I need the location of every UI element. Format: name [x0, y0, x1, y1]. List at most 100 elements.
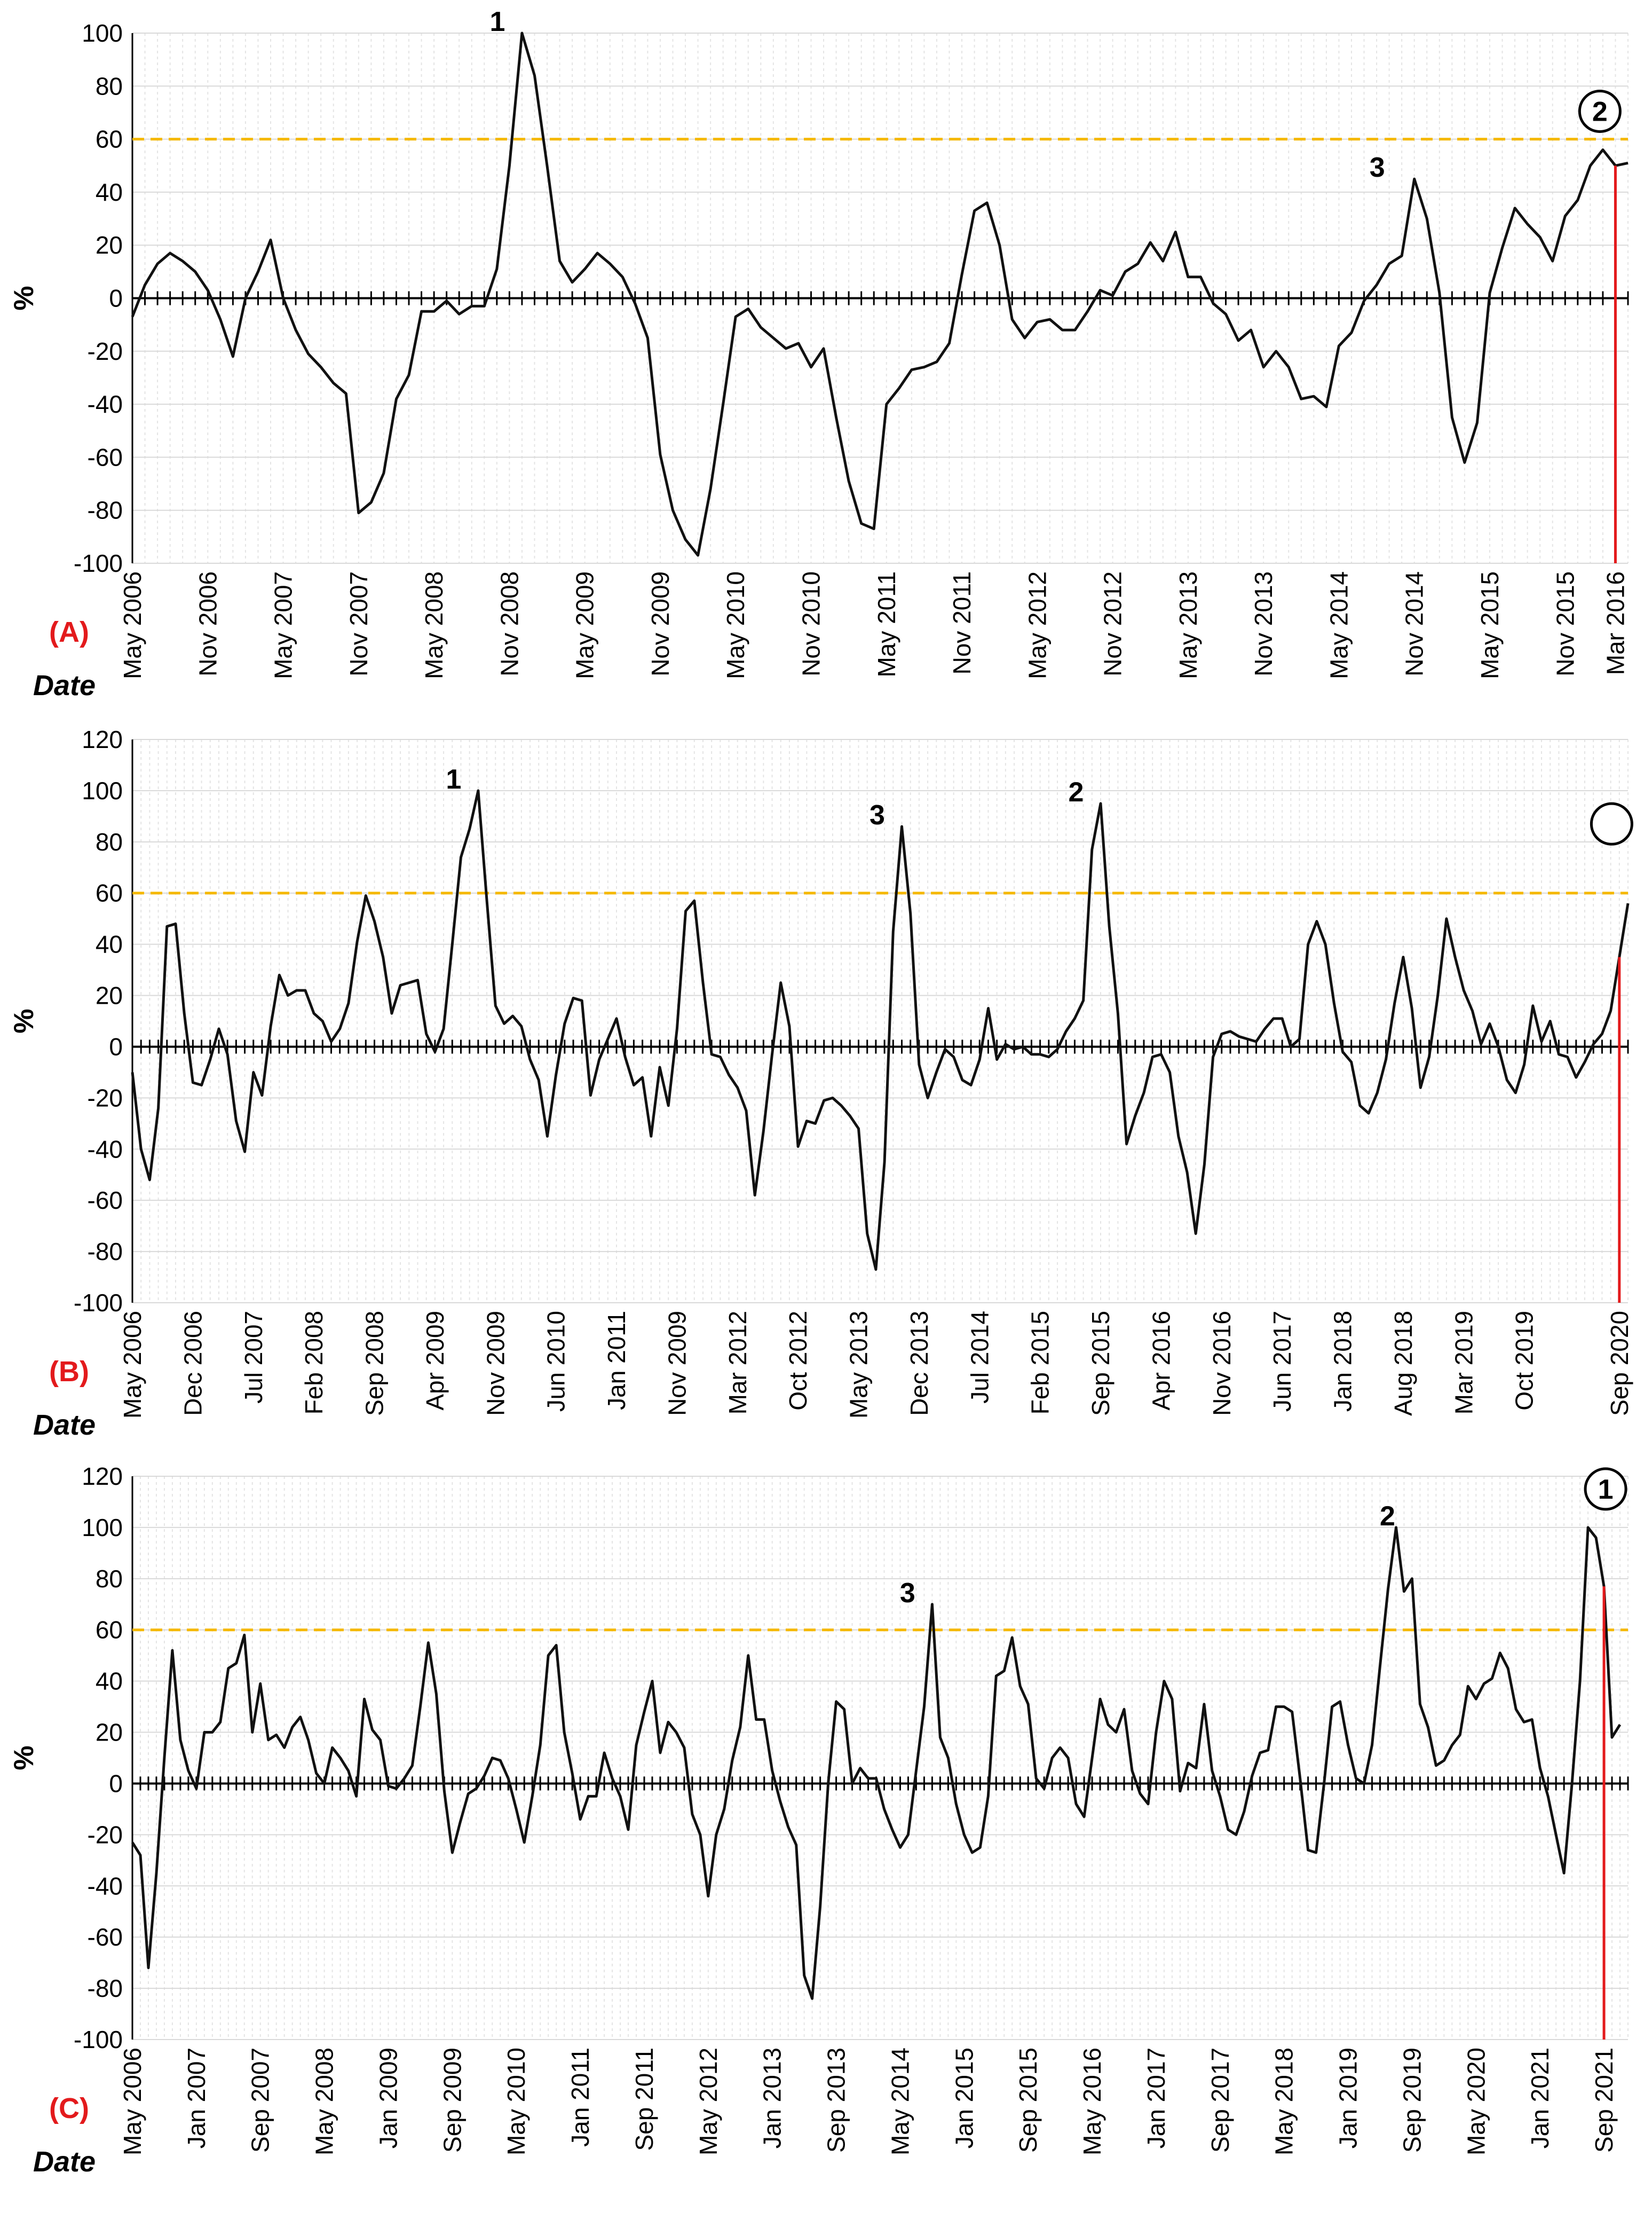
y-tick-label: -40: [88, 1872, 123, 1900]
x-tick-label: Nov 2009: [663, 1311, 691, 1416]
date-label: Date: [33, 670, 96, 702]
panel-label: (B): [49, 1356, 89, 1388]
y-tick-label: -60: [88, 443, 123, 471]
y-tick-label: 40: [96, 1667, 123, 1695]
y-axis-title: %: [9, 286, 39, 310]
y-tick-label: -20: [88, 1821, 123, 1848]
y-tick-label: -100: [74, 2026, 123, 2053]
y-axis-title: %: [9, 1009, 39, 1033]
panel-c: -100 -80 -60 -40 -20 0 20 40 60 80 100 120% 2 3 1 May 2…: [9, 1462, 1629, 2178]
y-tick-label: 40: [96, 178, 123, 206]
x-tick-label: Sep 2009: [438, 2048, 466, 2153]
x-tick-label: Sep 2015: [1014, 2048, 1042, 2153]
x-tick-label: Sep 2013: [823, 2048, 850, 2153]
panel-label: (A): [49, 616, 89, 648]
y-tick-label: -20: [88, 1084, 123, 1112]
x-tick-label: Nov 2013: [1250, 571, 1277, 676]
x-tick-label: Nov 2012: [1099, 571, 1127, 676]
panel-b: -100 -80 -60 -40 -20 0 20 40 60 80 100 120% 1 2 3 May 2…: [9, 726, 1633, 1441]
x-tick-label: Nov 2009: [481, 1311, 509, 1416]
x-tick-label: Nov 2008: [495, 571, 523, 676]
x-tick-label: Sep 2019: [1398, 2048, 1426, 2153]
x-tick-label: May 2015: [1476, 571, 1504, 679]
annotation-label: 3: [900, 1578, 915, 1609]
annotation-label: 2: [1592, 96, 1608, 127]
y-tick-label: 20: [96, 231, 123, 259]
x-tick-label: Apr 2016: [1147, 1311, 1175, 1411]
x-tick-label: May 2006: [118, 1311, 146, 1419]
x-tick-label: May 2020: [1462, 2048, 1490, 2155]
annotation-label: 1: [489, 6, 505, 37]
y-tick-label: 0: [109, 1033, 123, 1060]
x-tick-label: Sep 2015: [1087, 1311, 1114, 1416]
x-tick-label: May 2013: [845, 1311, 873, 1419]
y-tick-label: -40: [88, 1135, 123, 1163]
x-tick-label: Jan 2018: [1329, 1311, 1357, 1412]
x-tick-label: May 2014: [886, 2048, 914, 2155]
x-tick-label: Jan 2011: [603, 1311, 630, 1410]
x-tick-label: May 2011: [873, 571, 900, 678]
x-tick-label: Mar 2012: [724, 1311, 752, 1414]
y-axis-title: %: [9, 1745, 39, 1770]
y-tick-label: -60: [88, 1186, 123, 1214]
date-label: Date: [33, 2146, 96, 2178]
x-tick-label: Jan 2019: [1334, 2048, 1362, 2148]
x-tick-label: Aug 2018: [1389, 1311, 1417, 1416]
x-tick-label: Jan 2011: [566, 2048, 594, 2147]
y-tick-label: -100: [74, 1289, 123, 1317]
x-tick-label: Nov 2015: [1551, 571, 1579, 676]
x-tick-label: May 2013: [1174, 571, 1202, 679]
x-tick-label: Nov 2010: [797, 571, 825, 676]
x-tick-label: May 2018: [1270, 2048, 1298, 2155]
y-tick-label: -80: [88, 497, 123, 524]
x-tick-label: Feb 2008: [300, 1311, 328, 1414]
x-tick-label: May 2012: [1023, 571, 1051, 679]
y-tick-label: -60: [88, 1923, 123, 1951]
x-tick-label: Nov 2007: [345, 571, 373, 676]
x-tick-label: Jul 2007: [240, 1311, 267, 1404]
x-tick-label: Nov 2016: [1208, 1311, 1236, 1416]
current-date-label: Sep 2020: [1606, 1311, 1633, 1416]
x-tick-label: Oct 2019: [1511, 1311, 1538, 1411]
annotation-circle: [1584, 1467, 1627, 1511]
y-tick-label: 0: [109, 1769, 123, 1797]
y-tick-label: -40: [88, 390, 123, 418]
x-tick-label: May 2007: [270, 571, 297, 679]
x-tick-label: Jun 2017: [1268, 1311, 1296, 1412]
x-tick-label: Jul 2014: [966, 1311, 993, 1404]
x-tick-label: May 2014: [1325, 571, 1353, 679]
x-tick-label: Sep 2008: [361, 1311, 389, 1416]
x-tick-label: Jan 2017: [1142, 2048, 1170, 2148]
series-line: [131, 789, 1630, 1271]
y-tick-label: 120: [82, 726, 123, 753]
x-tick-label: Jan 2009: [374, 2048, 402, 2148]
current-date-label: Mar 2016: [1601, 571, 1629, 675]
x-tick-label: Sep 2011: [630, 2048, 658, 2151]
x-tick-label: Jan 2015: [950, 2048, 978, 2148]
x-tick-label: Nov 2014: [1401, 571, 1428, 676]
x-tick-label: Apr 2009: [421, 1311, 449, 1411]
x-tick-label: Dec 2006: [179, 1311, 207, 1416]
annotation-circle: [1590, 802, 1633, 846]
y-tick-label: 80: [96, 72, 123, 100]
x-tick-label: May 2008: [311, 2048, 338, 2155]
annotation-label: 2: [1380, 1501, 1395, 1532]
annotation-label: 3: [1370, 152, 1385, 183]
panel-a: -100 -80 -60 -40 -20 0 20 40 60 80 100% 1 2 3 May 2006…: [9, 6, 1629, 702]
x-tick-label: May 2006: [118, 2048, 146, 2155]
y-tick-label: 60: [96, 879, 123, 907]
y-tick-label: 0: [109, 285, 123, 312]
y-tick-label: 20: [96, 1719, 123, 1746]
y-tick-label: 100: [82, 777, 123, 805]
y-tick-label: 80: [96, 1565, 123, 1593]
annotation-label: 1: [446, 764, 461, 795]
panel-label: (C): [49, 2092, 89, 2124]
current-date-label: Sep 2021: [1590, 2048, 1618, 2153]
y-tick-label: 20: [96, 982, 123, 1010]
x-tick-label: Feb 2015: [1026, 1311, 1054, 1414]
annotation-label: 2: [1069, 777, 1084, 808]
x-tick-label: Jun 2010: [542, 1311, 570, 1412]
x-tick-label: May 2008: [420, 571, 448, 679]
y-tick-label: -80: [88, 1974, 123, 2002]
